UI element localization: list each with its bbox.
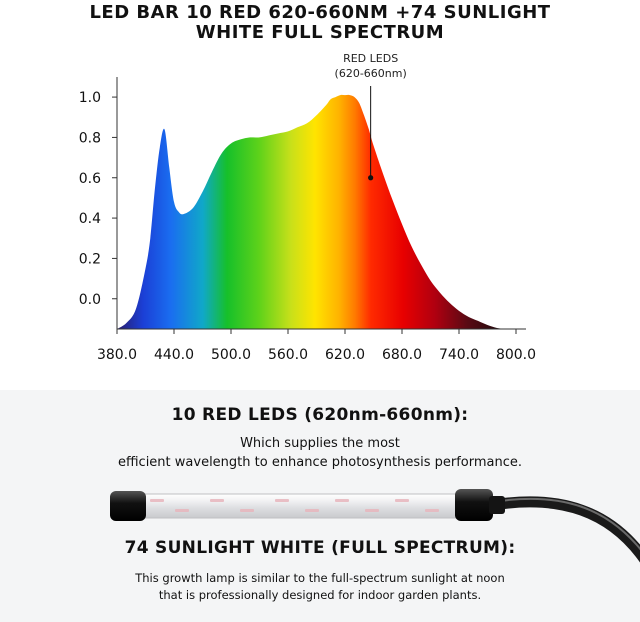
red-leds-heading: 10 RED LEDS (620nm-660nm):	[171, 405, 469, 425]
title-line-2: WHITE FULL SPECTRUM	[195, 22, 445, 43]
x-tick-label: 500.0	[211, 347, 251, 363]
annotation-pointer-dot	[368, 175, 374, 181]
y-tick-label: 0.0	[79, 292, 101, 308]
title-line-1: LED BAR 10 RED 620-660NM +74 SUNLIGHT	[89, 2, 551, 23]
sunlight-white-heading: 74 SUNLIGHT WHITE (FULL SPECTRUM):	[124, 538, 516, 558]
y-tick-label: 0.2	[79, 251, 101, 267]
x-tick-label: 740.0	[439, 347, 479, 363]
x-tick-label: 440.0	[154, 347, 194, 363]
x-tick-label: 560.0	[268, 347, 308, 363]
spectrum-area	[117, 94, 516, 330]
y-tick-label: 0.4	[79, 211, 101, 227]
x-tick-label: 620.0	[325, 347, 365, 363]
x-tick-label: 380.0	[97, 347, 137, 363]
y-tick-label: 1.0	[79, 90, 101, 106]
y-tick-label: 0.6	[79, 171, 101, 187]
red-leds-desc-line-2: efficient wavelength to enhance photosyn…	[117, 455, 522, 470]
red-leds-desc-line-1: Which supplies the most	[240, 436, 400, 451]
x-tick-label: 800.0	[496, 347, 536, 363]
x-tick-label: 680.0	[382, 347, 422, 363]
annotation-label-line-2: (620-660nm)	[335, 67, 407, 80]
sunlight-white-desc-line-1: This growth lamp is similar to the full-…	[135, 571, 505, 585]
sunlight-white-desc-line-2: that is professionally designed for indo…	[158, 588, 482, 602]
annotation-label-line-1: RED LEDS	[343, 52, 398, 65]
spectrum-chart: 380.0 440.0 500.0 560.0 620.0 680.0 740.0 800.0…	[79, 52, 536, 363]
y-tick-label: 0.8	[79, 130, 101, 146]
